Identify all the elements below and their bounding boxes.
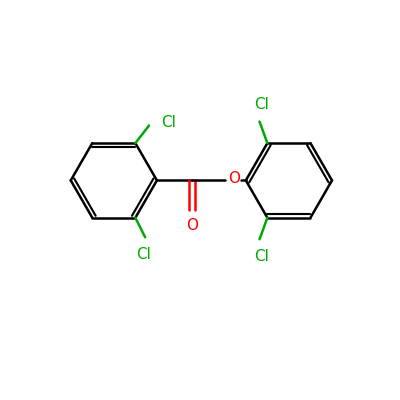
Text: Cl: Cl <box>136 247 151 262</box>
Text: O: O <box>186 218 198 234</box>
Text: Cl: Cl <box>254 249 269 264</box>
Text: O: O <box>228 171 240 186</box>
Text: Cl: Cl <box>162 115 176 130</box>
Text: Cl: Cl <box>254 97 269 112</box>
